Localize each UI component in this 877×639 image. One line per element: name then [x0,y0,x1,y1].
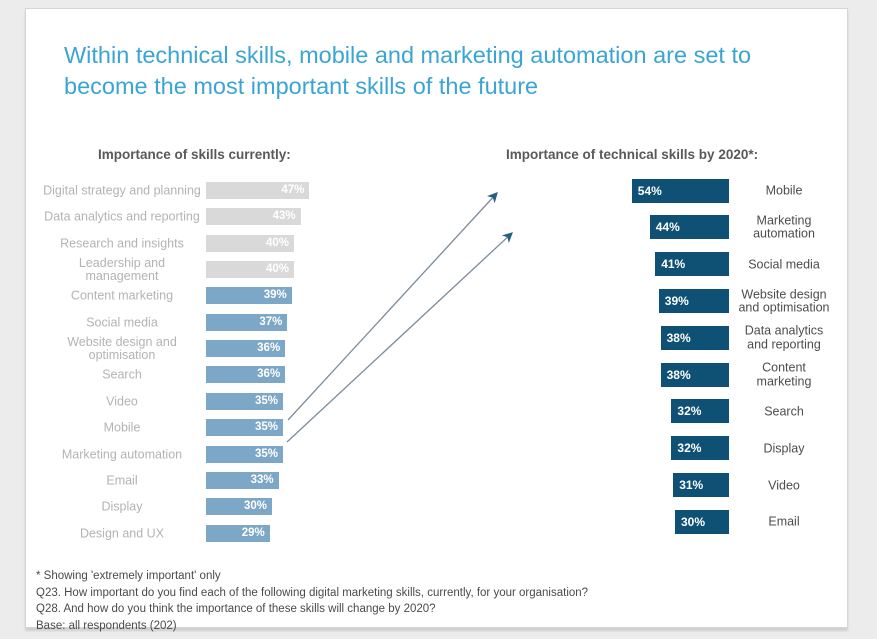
future-chart-row: 31% Video [506,467,836,504]
current-chart-row: Research and insights 40% [41,231,341,257]
current-chart-row: Social media 37% [41,310,341,336]
future-chart-row: 30% Email [506,504,836,541]
category-label: Content marketing [756,360,812,389]
bar-dark: 30% [675,509,729,534]
bar-dark: 39% [658,289,729,313]
future-chart-row: 32% Search [506,393,836,430]
current-chart-row: Mobile 35% [41,415,341,441]
current-chart-row: Leadership and management 40% [41,257,341,283]
category-label: Marketing automation [61,447,183,461]
category-label: Research and insights [60,236,184,251]
future-chart-row: 32% Display [506,430,836,467]
bar-blue: 36% [206,366,286,384]
footnote-base: Base: all respondents (202) [36,619,177,632]
current-chart-row: Data analytics and reporting 43% [41,204,341,230]
bar-blue: 35% [206,392,283,410]
slide-card: Within technical skills, mobile and mark… [25,8,848,632]
page-title: Within technical skills, mobile and mark… [64,42,752,99]
category-label: Email [768,514,800,529]
current-chart-row: Display 30% [41,494,341,520]
future-chart-row: 38% Content marketing [506,357,836,394]
bar-dark: 32% [671,399,729,424]
bar-blue: 29% [206,524,270,542]
category-label: Marketing automation [753,213,815,241]
future-chart-row: 54% Mobile [506,173,836,210]
current-chart-row: Website design and optimisation 36% [41,336,341,362]
category-label: Design and UX [79,526,165,541]
bar-dark: 38% [660,362,729,387]
current-chart-row: Marketing automation 35% [41,442,341,468]
category-label: Mobile [103,420,141,435]
bar-blue: 37% [206,313,288,331]
category-label: Social media [86,315,158,330]
category-label: Social media [748,256,820,271]
category-label: Video [106,394,138,409]
footnote-showing: * Showing 'extremely important' only [36,570,221,582]
category-label: Mobile [765,183,803,198]
category-label: Leadership and management [78,256,166,284]
category-label: Display [763,440,805,455]
bar-dark: 41% [655,252,729,277]
current-chart-row: Video 35% [41,389,341,415]
category-label: Website design and optimisation [738,287,830,315]
category-label: Search [102,367,142,382]
future-chart-row: 44% Marketing automation [506,209,836,246]
bar-blue: 39% [206,287,292,305]
category-label: Website design and optimisation [67,335,177,363]
current-chart-row: Design and UX 29% [41,521,341,547]
current-chart-heading: Importance of skills currently: [98,147,291,162]
category-label: Email [106,473,138,488]
future-chart-row: 41% Social media [506,246,836,283]
footnotes: * Showing 'extremely important' only Q23… [36,568,826,634]
bar-blue: 35% [206,419,283,437]
current-chart-row: Content marketing 39% [41,283,341,309]
current-chart-row: Digital strategy and planning 47% [41,178,341,204]
category-label: Data analytics and reporting [744,323,824,352]
category-label: Content marketing [70,288,174,303]
bar-gray: 40% [206,261,294,279]
category-label: Data analytics and reporting [44,209,200,224]
category-label: Display [101,499,143,514]
bar-gray: 47% [206,182,310,199]
current-chart-row: Search 36% [41,362,341,388]
bar-dark: 31% [673,473,729,497]
footnote-q23: Q23. How important do you find each of t… [36,586,589,599]
bar-gray: 43% [206,208,301,226]
bar-blue: 35% [206,445,283,463]
bar-dark: 38% [660,325,729,350]
bar-dark: 54% [631,178,729,203]
category-label: Search [764,404,804,419]
bar-dark: 44% [649,215,729,240]
footnote-q28: Q28. And how do you think the importance… [36,603,436,615]
bar-blue: 30% [206,498,272,516]
category-label: Video [768,477,800,492]
future-chart-row: 38% Data analytics and reporting [506,320,836,357]
current-chart-row: Email 33% [41,468,341,494]
bar-blue: 33% [206,471,279,489]
category-label: Digital strategy and planning [43,183,201,198]
future-chart-row: 39% Website design and optimisation [506,283,836,320]
bar-blue: 36% [206,340,286,358]
future-chart-heading: Importance of technical skills by 2020*: [506,147,759,162]
bar-gray: 40% [206,234,294,252]
bar-dark: 32% [671,436,729,461]
